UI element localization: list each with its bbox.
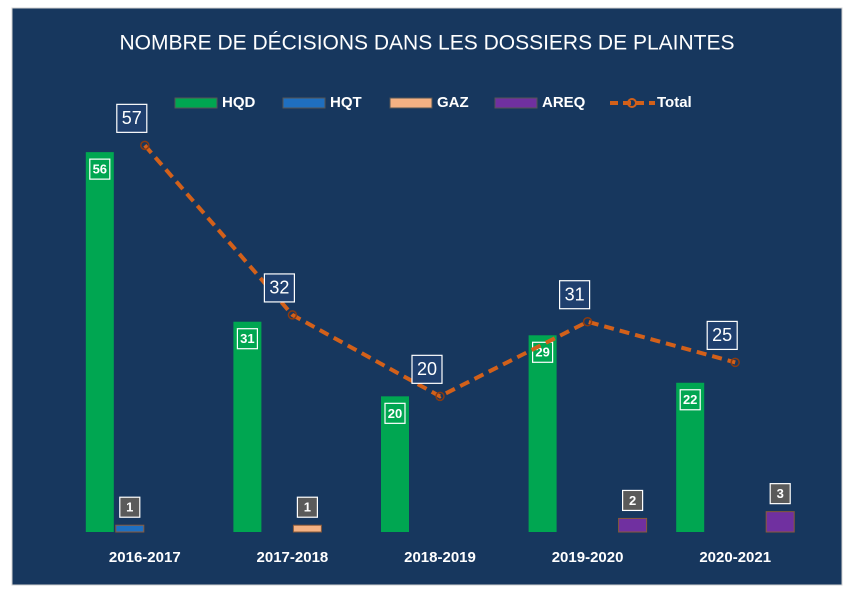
bar	[85, 152, 114, 532]
data-label: 3	[777, 486, 784, 501]
data-label-box	[116, 103, 148, 133]
bar	[115, 524, 145, 533]
line-marker	[730, 357, 740, 368]
chart-title: NOMBRE DE DÉCISIONS DANS LES DOSSIERS DE…	[120, 32, 735, 55]
legend-label: GAZ	[437, 94, 469, 111]
bar	[618, 517, 648, 533]
line-marker	[435, 391, 445, 402]
line-marker	[287, 310, 298, 320]
legend-label: HQT	[330, 94, 362, 111]
data-label: 31	[565, 284, 585, 304]
x-tick-label: 2017-2018	[257, 549, 329, 566]
data-label-box	[558, 280, 591, 310]
x-tick-label: 2018-2019	[404, 549, 476, 566]
data-label-box	[296, 496, 318, 518]
data-label-box	[411, 354, 443, 384]
data-label: 57	[122, 108, 142, 128]
data-label: 1	[126, 500, 133, 515]
data-label: 20	[417, 359, 437, 379]
data-label: 2	[629, 493, 636, 508]
bar	[233, 321, 262, 532]
legend-marker	[627, 98, 637, 108]
bar	[765, 511, 795, 533]
bar	[292, 524, 322, 533]
x-tick-label: 2020-2021	[699, 549, 771, 566]
data-label-box	[679, 389, 701, 411]
data-label-box	[263, 273, 295, 303]
legend-swatch	[174, 97, 218, 109]
line-marker	[140, 140, 150, 151]
data-label-box	[384, 402, 406, 424]
data-label: 22	[683, 392, 697, 407]
legend-swatch	[282, 97, 326, 109]
data-label-box	[769, 483, 791, 505]
legend-label: Total	[657, 94, 692, 111]
data-label: 31	[240, 331, 254, 346]
legend-swatch	[389, 97, 433, 109]
data-label-box	[119, 496, 141, 518]
bar	[528, 335, 557, 532]
data-label: 20	[388, 406, 402, 421]
legend-swatch	[494, 97, 538, 109]
data-label: 25	[712, 325, 732, 345]
legend-label: HQD	[222, 94, 256, 111]
data-label-box	[89, 158, 111, 180]
data-label: 32	[269, 278, 289, 298]
line	[143, 144, 736, 399]
x-tick-label: 2019-2020	[552, 549, 624, 566]
data-label: 1	[304, 500, 311, 515]
line-marker	[582, 316, 593, 327]
legend-label: AREQ	[542, 94, 586, 111]
data-label-box	[236, 328, 258, 350]
data-label-box	[706, 320, 738, 351]
data-label-box	[621, 489, 644, 512]
x-tick-label: 2016-2017	[109, 549, 181, 566]
data-label: 56	[93, 162, 107, 177]
